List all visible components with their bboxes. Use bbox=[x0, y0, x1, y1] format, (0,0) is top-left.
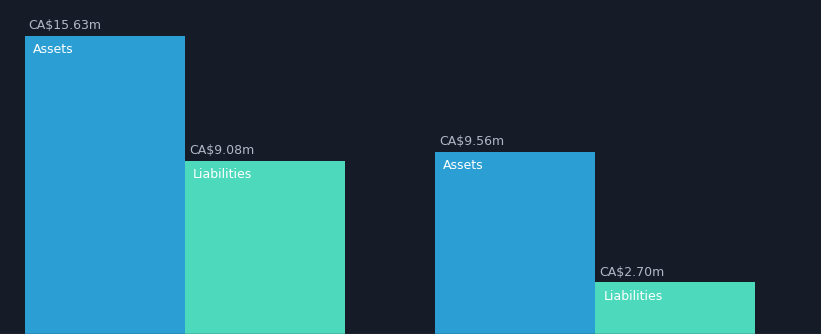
Text: CA$2.70m: CA$2.70m bbox=[599, 266, 664, 279]
Text: CA$15.63m: CA$15.63m bbox=[29, 19, 102, 32]
Bar bbox=[185, 161, 345, 334]
Text: CA$9.08m: CA$9.08m bbox=[189, 144, 254, 157]
Bar bbox=[25, 36, 185, 334]
Text: Liabilities: Liabilities bbox=[193, 168, 252, 181]
Bar bbox=[595, 283, 755, 334]
Text: Liabilities: Liabilities bbox=[603, 290, 663, 303]
Bar bbox=[435, 152, 595, 334]
Text: Assets: Assets bbox=[443, 159, 484, 172]
Text: CA$9.56m: CA$9.56m bbox=[439, 135, 504, 148]
Text: Assets: Assets bbox=[33, 43, 73, 56]
